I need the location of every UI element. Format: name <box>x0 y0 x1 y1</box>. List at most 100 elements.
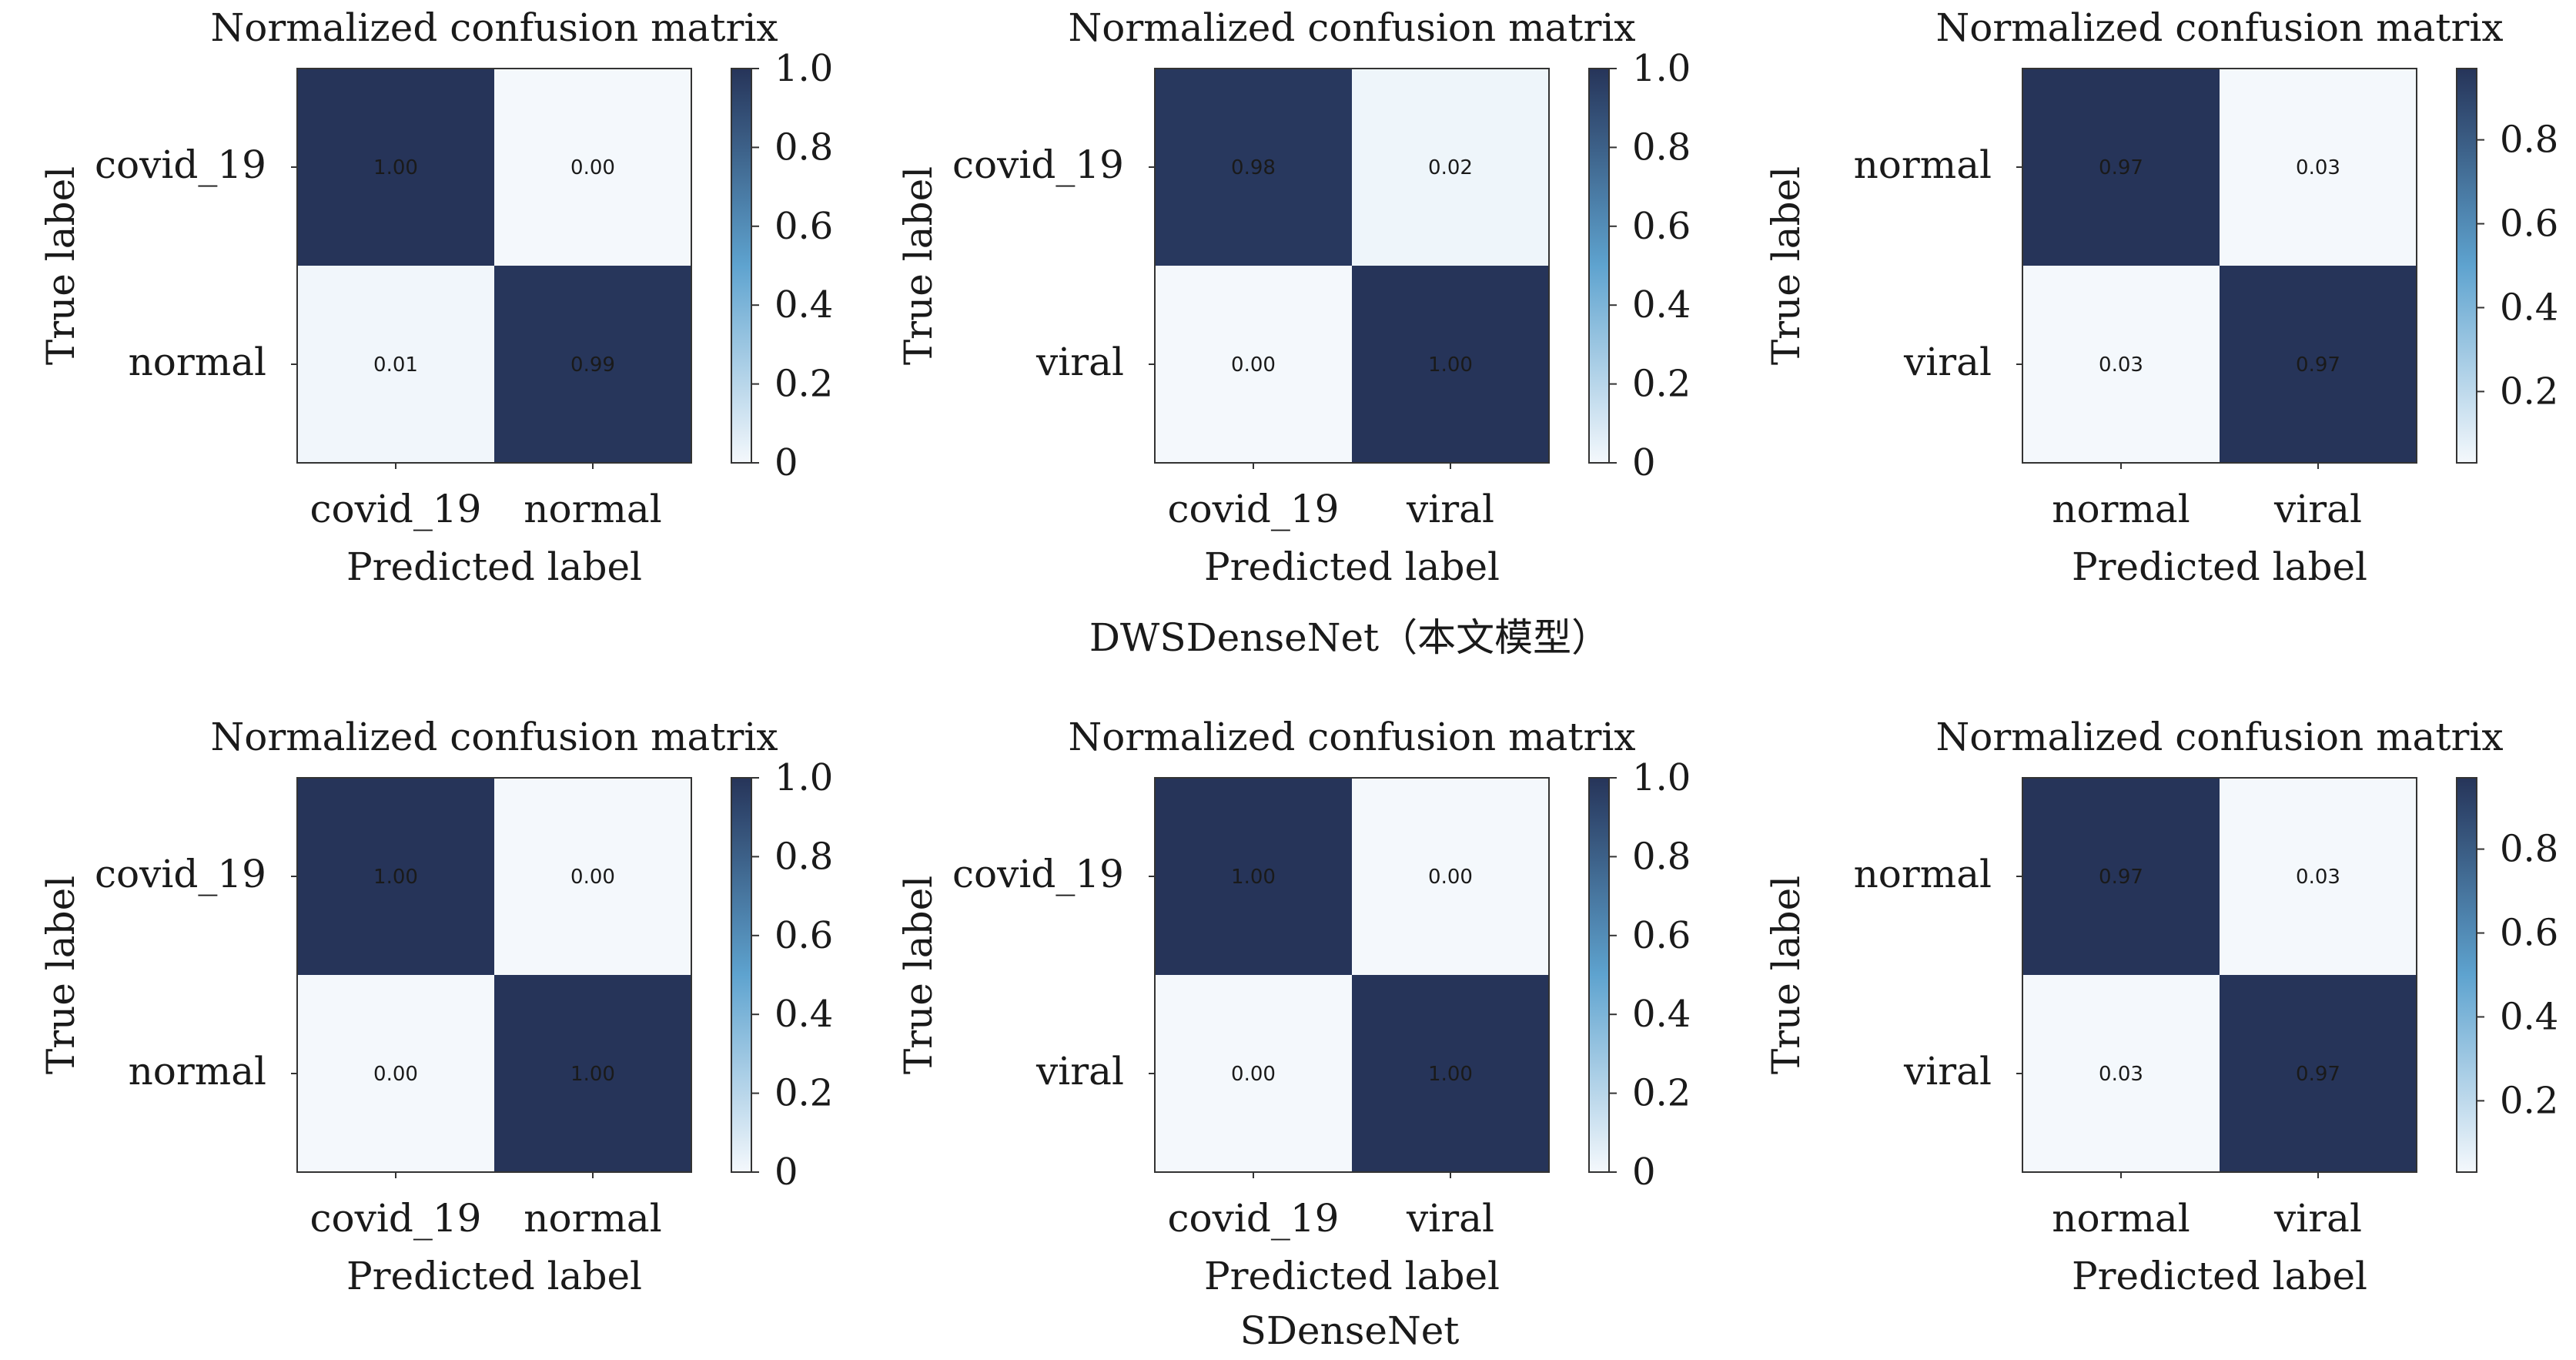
x-axis-label: Predicted label <box>1204 1254 1500 1298</box>
heatmap-cell <box>1352 266 1549 463</box>
cell-value-label: 0.00 <box>1428 866 1473 889</box>
colorbar <box>1588 777 1610 1173</box>
colorbar-tick-label: 0.4 <box>774 993 833 1036</box>
heatmap-cell <box>1155 778 1352 975</box>
heatmap-cell <box>2220 975 2417 1172</box>
chart-title: Normalized confusion matrix <box>1068 5 1635 50</box>
x-axis-label: Predicted label <box>1204 544 1500 589</box>
colorbar-tick-label: 1.0 <box>1632 47 1691 90</box>
cell-value-label: 0.97 <box>2099 156 2143 179</box>
y-tick-label: viral <box>1035 340 1124 384</box>
chart-title: Normalized confusion matrix <box>1935 715 2503 759</box>
cell-value-label: 0.03 <box>2296 156 2340 179</box>
colorbar-tick-label: 0.2 <box>1632 1072 1691 1115</box>
heatmap-cell <box>494 69 691 266</box>
cell-value-label: 0.00 <box>570 866 615 889</box>
cell-value-label: 1.00 <box>373 156 418 179</box>
heatmap-cell <box>1352 778 1549 975</box>
matrix-frame <box>1154 777 1550 1173</box>
y-axis-label: True label <box>38 166 83 365</box>
heatmap-cell <box>2022 266 2220 463</box>
colorbar-tick-label: 0.4 <box>1632 993 1691 1036</box>
x-axis-label: Predicted label <box>2072 544 2367 589</box>
cell-value-label: 0.00 <box>373 1063 418 1086</box>
heatmap-cell <box>2220 69 2417 266</box>
heatmap-cell <box>297 778 494 975</box>
cell-value-label: 0.97 <box>2099 866 2143 889</box>
heatmap-cell <box>1155 69 1352 266</box>
cell-value-label: 0.03 <box>2099 1063 2143 1086</box>
y-axis-label: True label <box>1764 876 1808 1074</box>
caption-bottom: SDenseNet <box>1240 1308 1460 1353</box>
colorbar-tick-label: 1.0 <box>1632 756 1691 799</box>
y-tick-label: covid_19 <box>952 142 1124 187</box>
matrix-frame <box>2022 777 2417 1173</box>
colorbar-tick-label: 0.2 <box>2500 370 2558 413</box>
colorbar-tick-label: 0.6 <box>2500 203 2558 246</box>
cell-value-label: 1.00 <box>1428 353 1473 377</box>
colorbar-tick-label: 0.6 <box>774 205 833 248</box>
x-tick-label: normal <box>524 487 661 531</box>
y-tick-label: normal <box>129 1049 266 1094</box>
caption-top: DWSDenseNet（本文模型） <box>1089 615 1610 660</box>
cell-value-label: 0.03 <box>2296 866 2340 889</box>
colorbar <box>731 777 752 1173</box>
colorbar-tick-label: 0.6 <box>774 914 833 957</box>
cell-value-label: 1.00 <box>1428 1063 1473 1086</box>
colorbar-tick-label: 0.8 <box>774 126 833 169</box>
colorbar-tick-label: 1.0 <box>774 47 833 90</box>
confusion-matrix-panel-2: Normalized confusion matrix 0.98 0.02 0.00 1… <box>896 5 1691 589</box>
x-tick-label: viral <box>1406 487 1494 531</box>
heatmap-cell <box>1155 975 1352 1172</box>
heatmap-cell <box>2220 778 2417 975</box>
x-tick-label: normal <box>524 1196 661 1241</box>
colorbar-tick-label: 0.6 <box>1632 205 1691 248</box>
heatmap-cell <box>1352 975 1549 1172</box>
cell-value-label: 0.00 <box>1231 353 1276 377</box>
heatmap-cell <box>2220 266 2417 463</box>
x-axis-label: Predicted label <box>2072 1254 2367 1298</box>
colorbar-tick-label: 0.8 <box>774 835 833 878</box>
x-tick-label: covid_19 <box>1168 1196 1340 1241</box>
matrix-frame <box>296 68 692 464</box>
y-tick-label: normal <box>1854 142 1992 187</box>
colorbar <box>1588 68 1610 464</box>
colorbar-tick-label: 0.4 <box>1632 283 1691 327</box>
cell-value-label: 0.98 <box>1231 156 1276 179</box>
colorbar-tick-label: 0.6 <box>1632 914 1691 957</box>
confusion-matrix-panel-6: Normalized confusion matrix 0.97 0.03 0.03 0… <box>1764 715 2558 1298</box>
cell-value-label: 0.01 <box>373 353 418 377</box>
y-tick-label: viral <box>1035 1049 1124 1094</box>
colorbar-tick-label: 0 <box>1632 441 1656 484</box>
y-tick-label: covid_19 <box>952 852 1124 896</box>
y-tick-label: normal <box>129 340 266 384</box>
x-tick-label: viral <box>1406 1196 1494 1241</box>
matrix-frame <box>2022 68 2417 464</box>
x-tick-label: covid_19 <box>1168 487 1340 531</box>
heatmap-cell <box>2022 975 2220 1172</box>
heatmap-cell <box>297 69 494 266</box>
x-tick-label: viral <box>2273 487 2362 531</box>
x-axis-label: Predicted label <box>346 1254 642 1298</box>
chart-title: Normalized confusion matrix <box>1935 5 2503 50</box>
heatmap-cell <box>494 266 691 463</box>
cell-value-label: 1.00 <box>373 866 418 889</box>
heatmap-cell <box>2022 69 2220 266</box>
colorbar-tick-label: 0.8 <box>1632 835 1691 878</box>
heatmap-cell <box>494 975 691 1172</box>
x-tick-label: viral <box>2273 1196 2362 1241</box>
cell-value-label: 0.00 <box>570 156 615 179</box>
colorbar-tick-label: 1.0 <box>774 756 833 799</box>
heatmap-cell <box>1155 266 1352 463</box>
matrix-frame <box>1154 68 1550 464</box>
heatmap-cell <box>494 778 691 975</box>
colorbar <box>2456 68 2477 464</box>
colorbar-tick-label: 0.4 <box>2500 286 2558 329</box>
x-tick-label: normal <box>2052 487 2190 531</box>
y-tick-label: normal <box>1854 852 1992 896</box>
